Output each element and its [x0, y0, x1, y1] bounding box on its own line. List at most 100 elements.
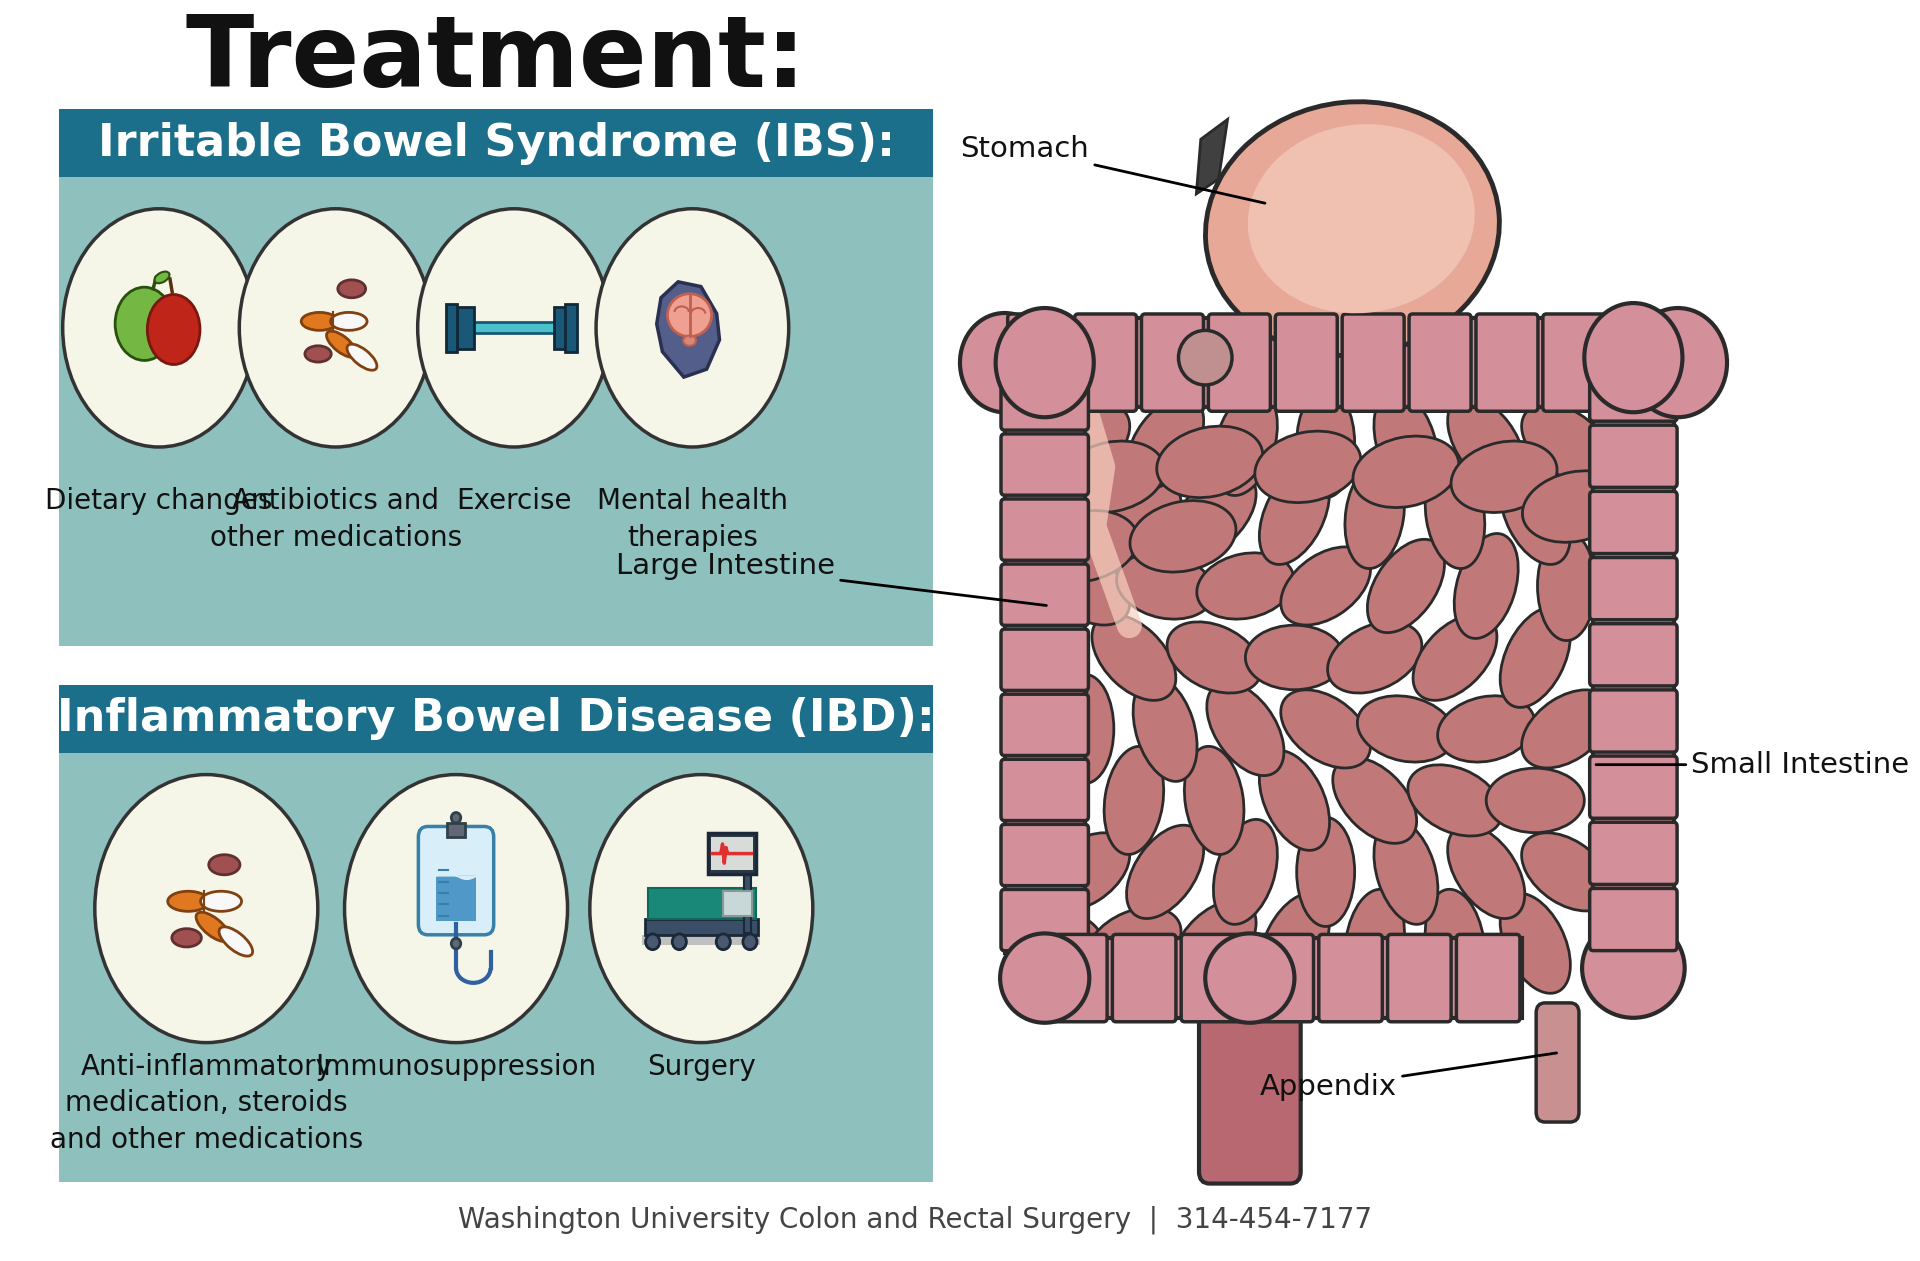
Bar: [710, 837, 753, 870]
Ellipse shape: [1256, 431, 1361, 503]
FancyBboxPatch shape: [1000, 368, 1089, 430]
Circle shape: [716, 934, 730, 950]
FancyBboxPatch shape: [1142, 314, 1204, 411]
FancyBboxPatch shape: [1536, 1002, 1578, 1122]
FancyBboxPatch shape: [1590, 690, 1676, 752]
Ellipse shape: [1448, 396, 1524, 489]
Ellipse shape: [1041, 832, 1129, 910]
Ellipse shape: [1357, 696, 1455, 762]
Text: Stomach: Stomach: [960, 135, 1265, 203]
Bar: [1594, 358, 1674, 953]
FancyBboxPatch shape: [1000, 825, 1089, 885]
Ellipse shape: [1131, 501, 1236, 572]
Ellipse shape: [344, 774, 568, 1043]
Ellipse shape: [1173, 900, 1256, 986]
FancyBboxPatch shape: [1319, 934, 1382, 1021]
Ellipse shape: [1196, 552, 1294, 619]
Text: Surgery: Surgery: [647, 1053, 756, 1081]
Bar: [447, 823, 465, 837]
Ellipse shape: [1018, 750, 1089, 850]
Ellipse shape: [1628, 308, 1726, 417]
Ellipse shape: [1031, 511, 1139, 583]
FancyBboxPatch shape: [1208, 314, 1271, 411]
Ellipse shape: [326, 332, 357, 357]
FancyBboxPatch shape: [1000, 499, 1089, 560]
Ellipse shape: [1296, 388, 1356, 498]
FancyBboxPatch shape: [1000, 434, 1089, 496]
Ellipse shape: [589, 774, 812, 1043]
Ellipse shape: [1004, 912, 1102, 976]
Bar: [1041, 938, 1523, 1018]
Bar: [708, 834, 756, 874]
Circle shape: [672, 934, 685, 950]
Bar: [745, 861, 751, 933]
Ellipse shape: [1260, 750, 1329, 850]
Ellipse shape: [1127, 396, 1204, 489]
Ellipse shape: [1500, 893, 1571, 994]
Ellipse shape: [1367, 540, 1444, 633]
Ellipse shape: [1000, 933, 1089, 1023]
Ellipse shape: [1344, 460, 1405, 569]
Ellipse shape: [1092, 614, 1175, 700]
Ellipse shape: [1206, 933, 1294, 1023]
Text: Treatment:: Treatment:: [186, 11, 806, 108]
Ellipse shape: [1206, 102, 1500, 356]
Bar: [60, 110, 933, 177]
FancyBboxPatch shape: [1000, 695, 1089, 755]
FancyBboxPatch shape: [1590, 557, 1676, 619]
FancyBboxPatch shape: [1409, 314, 1471, 411]
Text: Exercise: Exercise: [457, 487, 572, 514]
Bar: [1004, 368, 1085, 953]
Ellipse shape: [1332, 758, 1417, 844]
Ellipse shape: [1041, 404, 1129, 482]
Bar: [457, 308, 474, 348]
FancyBboxPatch shape: [1181, 934, 1244, 1021]
Ellipse shape: [1167, 622, 1261, 694]
FancyBboxPatch shape: [1476, 314, 1538, 411]
Ellipse shape: [1208, 682, 1284, 776]
FancyBboxPatch shape: [1590, 889, 1676, 951]
FancyBboxPatch shape: [419, 826, 493, 934]
Bar: [724, 892, 751, 915]
Ellipse shape: [1425, 460, 1484, 569]
Ellipse shape: [148, 295, 200, 364]
Ellipse shape: [348, 344, 376, 371]
Ellipse shape: [1521, 690, 1611, 768]
Ellipse shape: [1327, 622, 1423, 694]
Ellipse shape: [1056, 675, 1114, 783]
Ellipse shape: [1453, 533, 1519, 638]
Ellipse shape: [94, 774, 319, 1043]
Ellipse shape: [1087, 479, 1181, 550]
FancyBboxPatch shape: [1000, 629, 1089, 691]
Ellipse shape: [1248, 124, 1475, 313]
Ellipse shape: [1628, 313, 1718, 412]
FancyBboxPatch shape: [1000, 889, 1089, 951]
FancyBboxPatch shape: [1112, 934, 1175, 1021]
Ellipse shape: [338, 280, 365, 298]
FancyBboxPatch shape: [1250, 934, 1313, 1021]
Ellipse shape: [171, 928, 202, 947]
Ellipse shape: [219, 927, 253, 956]
FancyBboxPatch shape: [1590, 359, 1676, 421]
Text: Immunosuppression: Immunosuppression: [315, 1053, 597, 1081]
Ellipse shape: [330, 313, 367, 330]
Text: Inflammatory Bowel Disease (IBD):: Inflammatory Bowel Disease (IBD):: [58, 697, 935, 740]
Circle shape: [743, 934, 756, 950]
Ellipse shape: [167, 892, 209, 912]
FancyBboxPatch shape: [1000, 564, 1089, 625]
Bar: [445, 304, 457, 352]
Ellipse shape: [1438, 696, 1534, 762]
Ellipse shape: [1500, 608, 1571, 707]
FancyBboxPatch shape: [1342, 314, 1404, 411]
FancyBboxPatch shape: [1075, 314, 1137, 411]
FancyBboxPatch shape: [1590, 822, 1676, 884]
Polygon shape: [1196, 120, 1227, 194]
Ellipse shape: [1018, 608, 1089, 707]
Ellipse shape: [1041, 547, 1129, 625]
Bar: [60, 110, 933, 646]
Ellipse shape: [1344, 889, 1405, 997]
Ellipse shape: [115, 288, 173, 361]
Text: Appendix: Appendix: [1260, 1053, 1557, 1101]
Ellipse shape: [209, 855, 240, 875]
Ellipse shape: [684, 335, 695, 346]
